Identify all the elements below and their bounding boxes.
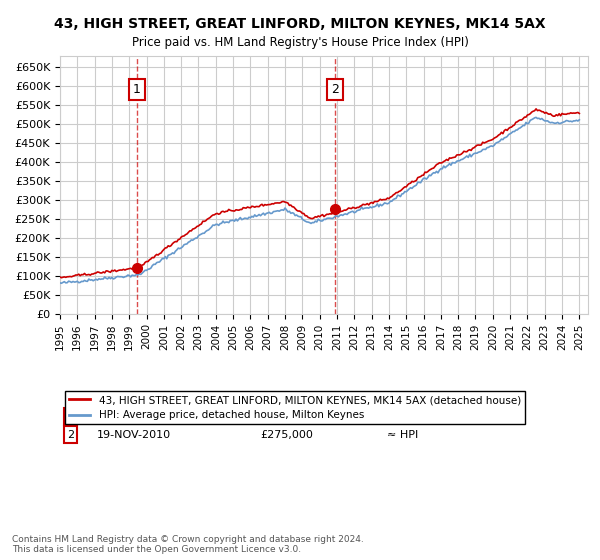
Text: £120,000: £120,000 [260, 412, 313, 422]
Text: 43, HIGH STREET, GREAT LINFORD, MILTON KEYNES, MK14 5AX: 43, HIGH STREET, GREAT LINFORD, MILTON K… [54, 17, 546, 31]
Text: 19-NOV-2010: 19-NOV-2010 [97, 430, 171, 440]
Text: Contains HM Land Registry data © Crown copyright and database right 2024.
This d: Contains HM Land Registry data © Crown c… [12, 535, 364, 554]
Text: 2: 2 [67, 430, 74, 440]
Text: 2: 2 [331, 83, 339, 96]
Text: £275,000: £275,000 [260, 430, 314, 440]
Text: 11-JUN-1999: 11-JUN-1999 [97, 412, 168, 422]
Text: ≈ HPI: ≈ HPI [388, 430, 419, 440]
Text: 5% ↑ HPI: 5% ↑ HPI [388, 412, 440, 422]
Legend: 43, HIGH STREET, GREAT LINFORD, MILTON KEYNES, MK14 5AX (detached house), HPI: A: 43, HIGH STREET, GREAT LINFORD, MILTON K… [65, 391, 525, 424]
Text: 1: 1 [67, 412, 74, 422]
Text: Price paid vs. HM Land Registry's House Price Index (HPI): Price paid vs. HM Land Registry's House … [131, 36, 469, 49]
Text: 1: 1 [133, 83, 141, 96]
